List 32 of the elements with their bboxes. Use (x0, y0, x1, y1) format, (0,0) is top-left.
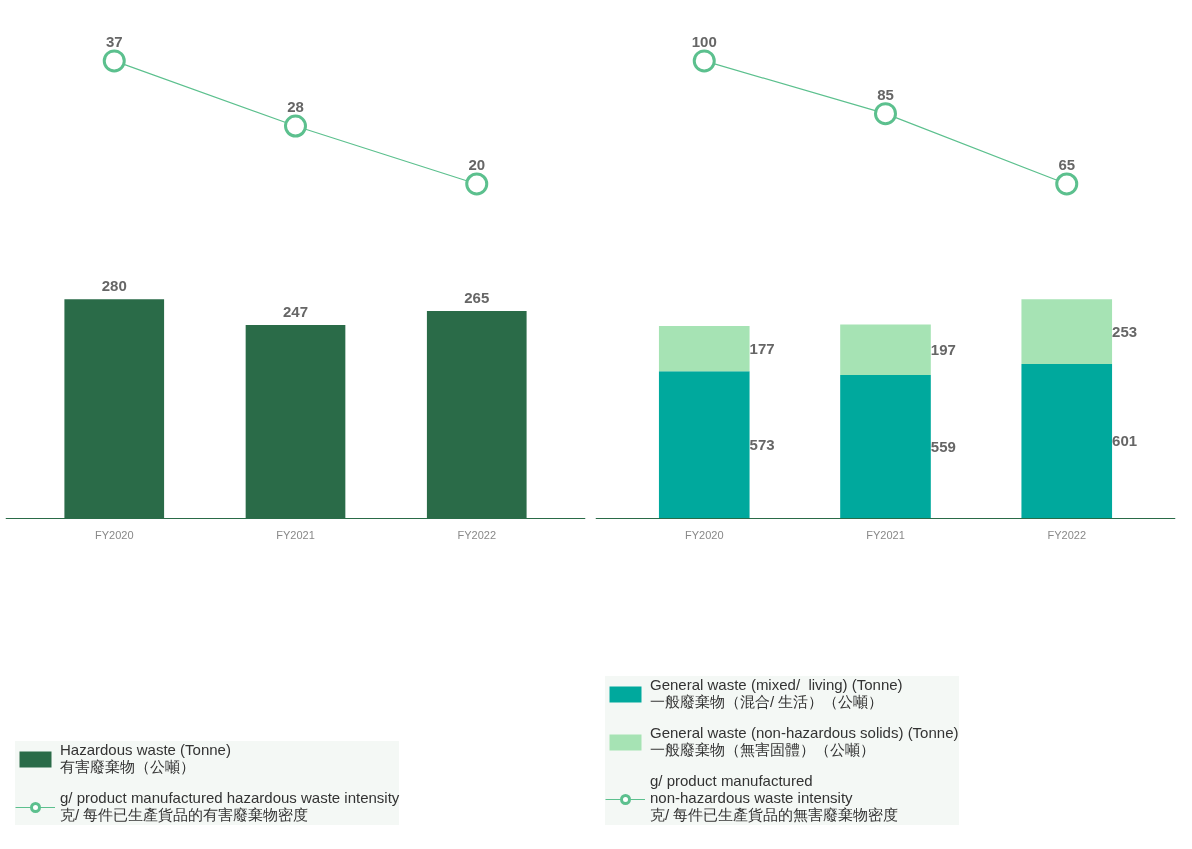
data-label: 100 (691, 32, 717, 50)
data-label: 65 (1058, 155, 1076, 173)
x-tick-label: FY2021 (866, 529, 905, 542)
data-label: 28 (287, 98, 304, 116)
bar (840, 374, 931, 519)
legend-label: Hazardous waste (Tonne) 有害廢棄物（公噸） (60, 741, 231, 777)
data-label: 573 (749, 435, 775, 453)
data-label: 253 (1112, 322, 1138, 340)
bar (840, 324, 931, 375)
data-label: 247 (282, 303, 309, 321)
data-label: 177 (749, 339, 775, 357)
legend-label: g/ product manufactured hazardous waste intensity 克/ 每件已生產貨品的有害廢棄物密度 (60, 789, 400, 825)
data-label: 265 (464, 289, 490, 306)
x-tick-label: FY2021 (276, 529, 315, 542)
data-label: 559 (930, 437, 956, 455)
x-tick-label: FY2022 (1047, 529, 1087, 542)
bar (658, 371, 750, 519)
x-tick-label: FY2020 (684, 529, 724, 542)
data-label: 280 (101, 277, 127, 295)
legend-label: General waste (mixed/ living) (Tonne) 一般廢棄物（混合/ 生活）（公噸） (650, 676, 903, 712)
x-tick-label: FY2020 (94, 529, 134, 542)
data-label: 37 (105, 32, 123, 50)
data-label: 197 (930, 340, 956, 358)
data-label: 20 (468, 155, 486, 173)
x-tick-label: FY2022 (457, 529, 497, 542)
bar (1021, 364, 1113, 519)
data-label: 85 (877, 85, 894, 103)
data-label: 601 (1112, 432, 1138, 450)
bar (658, 325, 750, 372)
legend-label: General waste (non-hazardous solids) (Tonne) 一般廢棄物（無害固體）（公噸） (650, 724, 959, 760)
bar (1021, 299, 1113, 365)
legend-label: g/ product manufactured non-hazardous waste intensity 克/ 每件已生產貨品的無害廢棄物密度 (650, 772, 899, 825)
